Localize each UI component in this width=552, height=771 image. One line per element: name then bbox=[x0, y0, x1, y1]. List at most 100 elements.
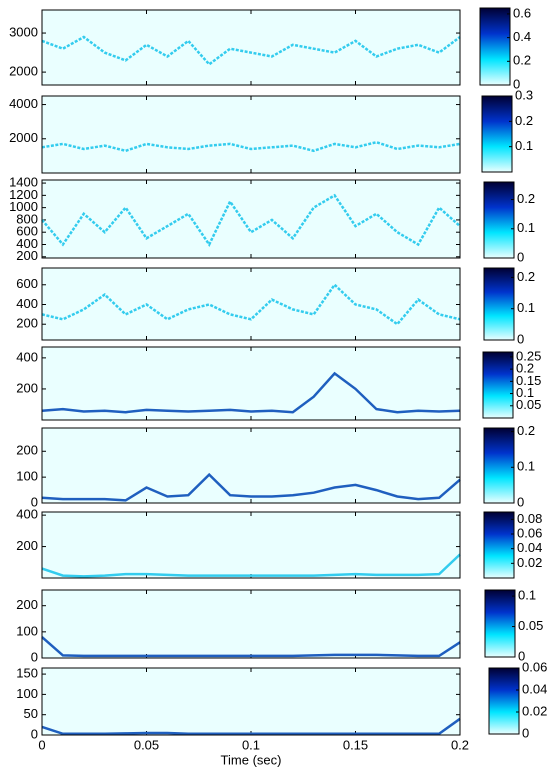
y-tick-label: 200 bbox=[16, 443, 38, 458]
plot-frame bbox=[41, 179, 461, 259]
y-tick-label: 1000 bbox=[9, 199, 38, 214]
colorbar-tick-label: 0 bbox=[513, 76, 520, 91]
colorbar-tick-label: 0.04 bbox=[517, 540, 542, 555]
trace bbox=[41, 282, 461, 326]
y-tick-label: 4000 bbox=[9, 96, 38, 111]
plot-frame bbox=[41, 95, 461, 174]
colorbar-tick-label: 0.4 bbox=[513, 29, 531, 44]
colorbar-tick-label: 0.2 bbox=[513, 53, 531, 68]
plot-frame bbox=[41, 267, 461, 341]
colorbar-tick-label: 0 bbox=[517, 331, 524, 346]
colorbar-tick-label: 0.1 bbox=[517, 300, 535, 315]
plot-frame bbox=[41, 346, 461, 421]
y-tick-label: 3000 bbox=[9, 24, 38, 39]
plot-frame bbox=[41, 667, 461, 736]
trace bbox=[41, 371, 461, 414]
y-tick-label: 100 bbox=[16, 623, 38, 638]
plot-area bbox=[42, 10, 460, 85]
trace bbox=[41, 193, 461, 247]
plot-area bbox=[42, 347, 460, 420]
y-tick-label: 600 bbox=[16, 276, 38, 291]
colorbar bbox=[483, 267, 515, 341]
colorbar-tick-label: 0.6 bbox=[513, 5, 531, 20]
colorbar-tick-label: 0.06 bbox=[522, 659, 547, 674]
y-tick-label: 150 bbox=[16, 666, 38, 681]
colorbar-tick-label: 0.06 bbox=[517, 525, 542, 540]
trace bbox=[41, 636, 461, 658]
colorbar-tick-label: 0 bbox=[517, 249, 524, 264]
colorbar bbox=[483, 511, 515, 579]
x-tick-label: 0.05 bbox=[134, 737, 159, 752]
plot-area bbox=[42, 590, 460, 658]
plot-frame bbox=[41, 427, 461, 504]
colorbar bbox=[488, 667, 520, 735]
colorbar-tick-label: 0.05 bbox=[518, 618, 543, 633]
x-tick-label: 0.15 bbox=[343, 737, 368, 752]
y-tick-label: 2000 bbox=[9, 64, 38, 79]
y-tick-label: 200 bbox=[16, 316, 38, 331]
x-tick-label: 0.2 bbox=[451, 737, 469, 752]
colorbar-tick-label: 0.2 bbox=[517, 191, 535, 206]
colorbar bbox=[483, 427, 515, 504]
y-tick-label: 2000 bbox=[9, 130, 38, 145]
plot-frame bbox=[41, 589, 461, 659]
trace bbox=[41, 472, 461, 502]
colorbar-tick-label: 0.2 bbox=[517, 269, 535, 284]
y-tick-label: 0 bbox=[31, 726, 38, 741]
colorbar bbox=[482, 351, 514, 419]
colorbar-tick-label: 0.3 bbox=[515, 87, 533, 102]
colorbar-tick-label: 0.1 bbox=[518, 588, 536, 603]
y-tick-label: 200 bbox=[16, 538, 38, 553]
plot-area bbox=[42, 668, 460, 735]
colorbar-tick-label: 0.1 bbox=[517, 459, 535, 474]
colorbar bbox=[479, 7, 511, 86]
plot-area bbox=[42, 428, 460, 503]
colorbar-tick-label: 0 bbox=[522, 725, 529, 740]
plot-area bbox=[42, 268, 460, 340]
colorbar-tick-label: 0.1 bbox=[515, 138, 533, 153]
colorbar-tick-label: 0.02 bbox=[522, 703, 547, 718]
colorbar-tick-label: 0.2 bbox=[516, 361, 534, 376]
y-tick-label: 1400 bbox=[9, 175, 38, 190]
plot-frame bbox=[41, 511, 461, 579]
colorbar-tick-label: 0.2 bbox=[515, 113, 533, 128]
y-tick-label: 100 bbox=[16, 686, 38, 701]
x-tick-label: 0 bbox=[38, 737, 45, 752]
y-tick-label: 400 bbox=[16, 236, 38, 251]
colorbar-tick-label: 0 bbox=[518, 648, 525, 663]
colorbar bbox=[481, 95, 513, 173]
colorbar-tick-label: 0 bbox=[517, 494, 524, 509]
y-tick-label: 50 bbox=[24, 706, 38, 721]
colorbar-tick-label: 0.25 bbox=[516, 348, 541, 363]
x-axis-label: Time (sec) bbox=[221, 752, 282, 767]
y-tick-label: 200 bbox=[16, 380, 38, 395]
trace bbox=[41, 140, 461, 153]
colorbar-tick-label: 0.08 bbox=[517, 511, 542, 526]
colorbar-tick-label: 0.15 bbox=[516, 373, 541, 388]
trace bbox=[41, 717, 461, 736]
y-tick-label: 200 bbox=[16, 248, 38, 263]
plot-area bbox=[42, 180, 460, 258]
colorbar-tick-label: 0.1 bbox=[516, 385, 534, 400]
y-tick-label: 600 bbox=[16, 224, 38, 239]
colorbar-tick-label: 0.2 bbox=[517, 423, 535, 438]
y-tick-label: 400 bbox=[16, 349, 38, 364]
plot-area bbox=[42, 512, 460, 578]
plot-area bbox=[42, 96, 460, 173]
trace bbox=[41, 35, 461, 66]
y-tick-label: 200 bbox=[16, 597, 38, 612]
y-tick-label: 100 bbox=[16, 469, 38, 484]
y-tick-label: 0 bbox=[31, 494, 38, 509]
colorbar-tick-label: 0.04 bbox=[522, 681, 547, 696]
colorbar bbox=[484, 589, 516, 658]
colorbar bbox=[483, 181, 515, 259]
x-tick-label: 0.1 bbox=[242, 737, 260, 752]
y-tick-label: 1200 bbox=[9, 187, 38, 202]
y-tick-label: 400 bbox=[16, 296, 38, 311]
y-tick-label: 400 bbox=[16, 507, 38, 522]
plot-frame bbox=[41, 9, 461, 86]
trace bbox=[41, 553, 461, 578]
colorbar-tick-label: 0.02 bbox=[517, 555, 542, 570]
y-tick-label: 800 bbox=[16, 211, 38, 226]
